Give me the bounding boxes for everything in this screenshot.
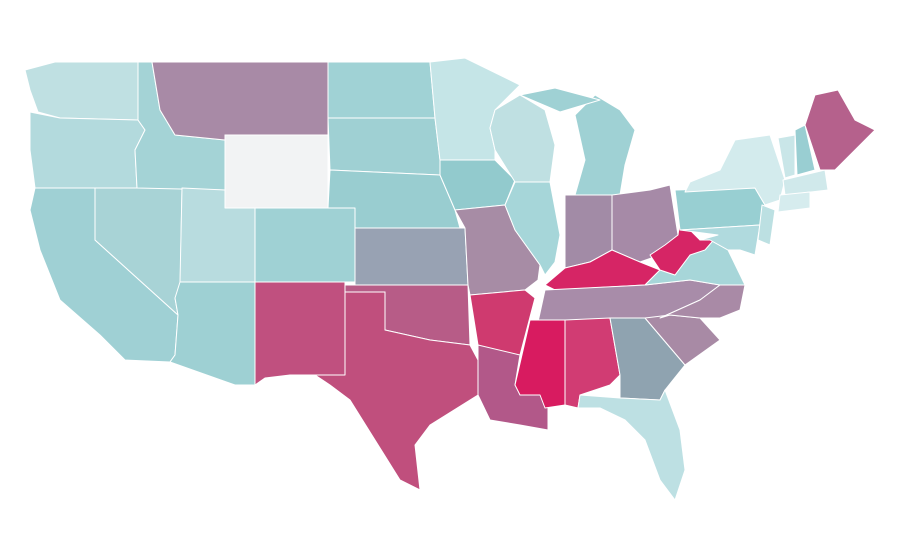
region	[439, 159, 516, 211]
region	[757, 204, 776, 246]
region	[24, 61, 139, 121]
region	[782, 169, 829, 196]
region	[327, 61, 436, 119]
region	[659, 284, 746, 319]
region	[504, 181, 561, 276]
region	[577, 389, 686, 501]
region	[477, 344, 549, 431]
region	[684, 134, 786, 206]
region	[254, 207, 356, 283]
region	[327, 117, 441, 176]
region	[794, 124, 816, 176]
region	[777, 134, 796, 179]
region	[29, 111, 146, 189]
region	[804, 89, 876, 171]
region	[289, 291, 479, 491]
region	[519, 87, 601, 113]
region	[151, 61, 329, 141]
region	[224, 134, 329, 209]
region	[777, 191, 811, 213]
region	[674, 187, 766, 231]
region	[564, 317, 621, 409]
region	[169, 281, 256, 386]
region	[354, 227, 469, 286]
region	[254, 281, 346, 386]
region	[574, 94, 636, 196]
